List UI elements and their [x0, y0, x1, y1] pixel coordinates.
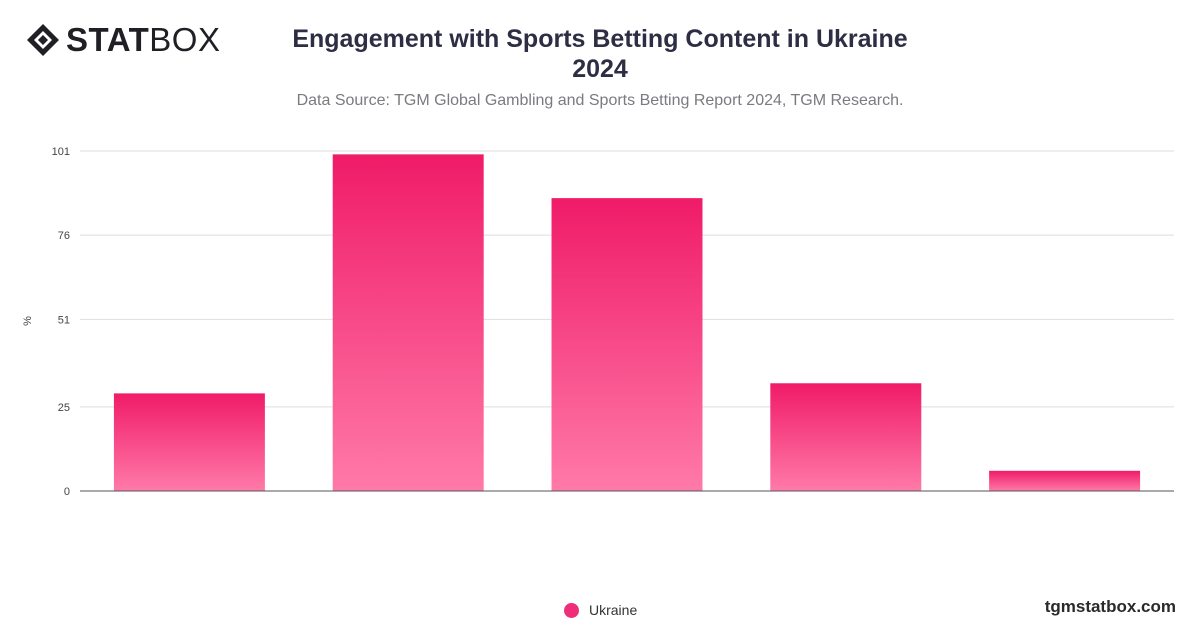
legend-label-ukraine: Ukraine — [589, 602, 638, 618]
y-tick-label: 51 — [58, 314, 70, 326]
bar-ukraine-2[interactable] — [332, 154, 484, 491]
legend-dot-ukraine — [564, 602, 579, 618]
statbox-diamond-icon — [27, 24, 59, 56]
logo-text-light: BOX — [149, 21, 221, 58]
logo-text: STATBOX — [66, 22, 220, 58]
legend[interactable]: Ukraine — [564, 602, 637, 618]
source-url[interactable]: tgmstatbox.com — [1044, 597, 1176, 616]
bar-ukraine-4[interactable] — [770, 383, 922, 491]
y-tick-label: 101 — [52, 146, 70, 158]
y-axis-label: % — [22, 316, 34, 326]
y-tick-label: 25 — [58, 402, 70, 414]
bar-ukraine-1[interactable] — [113, 393, 265, 491]
chart-subtitle: Data Source: TGM Global Gambling and Spo… — [296, 92, 904, 109]
chart-title-line2: 2024 — [572, 55, 628, 83]
bar-ukraine-3[interactable] — [551, 198, 703, 491]
y-tick-label: 0 — [64, 486, 70, 498]
logo-text-bold: STAT — [66, 21, 150, 58]
bar-ukraine-5[interactable] — [989, 470, 1141, 491]
statbox-logo[interactable]: STATBOX — [26, 22, 220, 58]
chart-title-line1: Engagement with Sports Betting Content i… — [292, 25, 908, 53]
chart-title: Engagement with Sports Betting Content i… — [240, 24, 960, 84]
y-tick-label: 76 — [58, 230, 70, 242]
